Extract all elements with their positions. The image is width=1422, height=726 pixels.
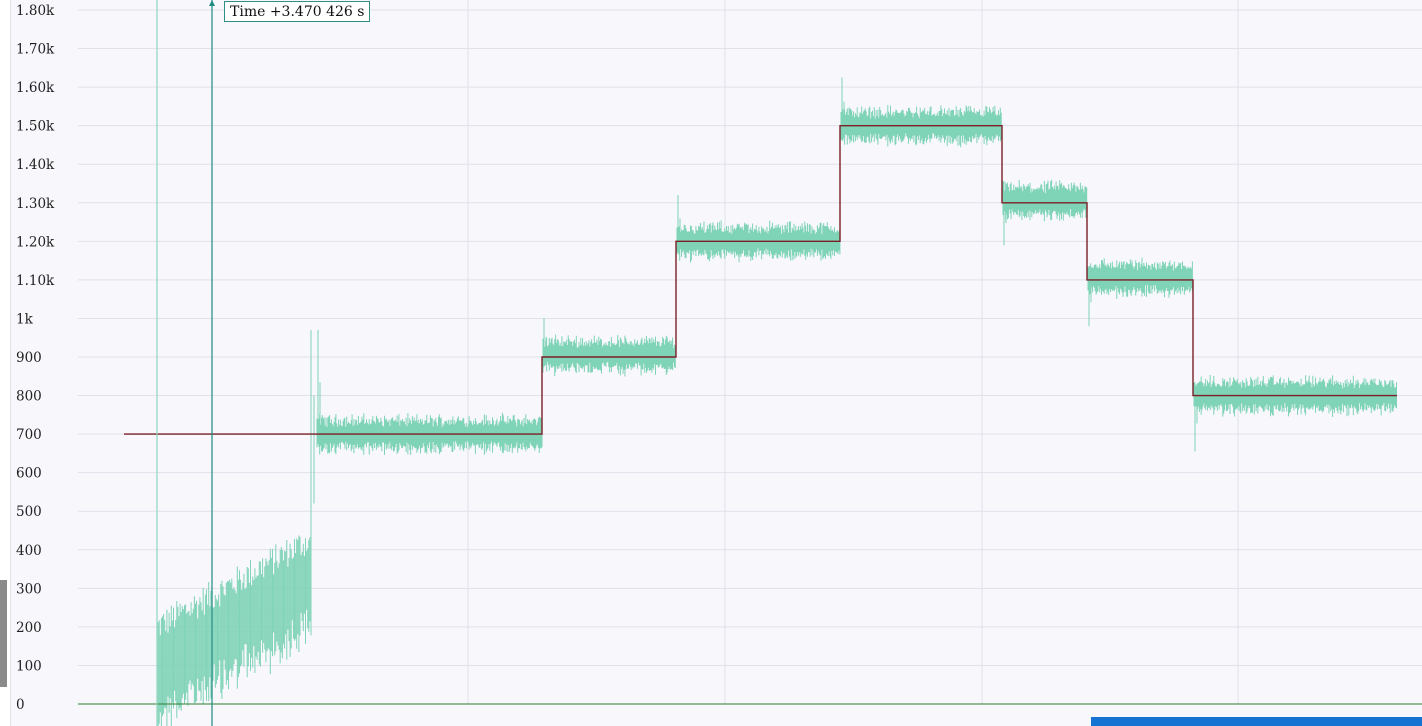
time-cursor-tooltip: Time +3.470 426 s <box>224 1 371 22</box>
y-tick-label: 1.20k <box>16 234 55 250</box>
y-tick-label: 1.10k <box>16 273 55 289</box>
y-tick-label: 1k <box>16 311 34 327</box>
y-tick-label: 800 <box>16 389 42 405</box>
y-tick-label: 200 <box>16 620 42 636</box>
vertical-scrollbar-thumb[interactable] <box>0 580 7 687</box>
setpoint-series <box>124 124 1397 435</box>
y-tick-label: 500 <box>16 504 42 520</box>
setpoint-line <box>124 124 1397 435</box>
y-tick-label: 1.80k <box>16 3 55 19</box>
y-tick-label: 100 <box>16 658 42 674</box>
y-tick-label: 400 <box>16 543 42 559</box>
bottom-docked-panel[interactable] <box>1091 717 1422 726</box>
y-tick-label: 700 <box>16 427 42 443</box>
y-tick-label: 1.30k <box>16 196 55 212</box>
left-gutter <box>0 0 11 726</box>
y-tick-label: 1.70k <box>16 42 55 58</box>
y-tick-label: 0 <box>16 697 25 713</box>
y-tick-label: 300 <box>16 581 42 597</box>
measured-signal-trace <box>156 77 1397 726</box>
measured-signal-series <box>156 77 1397 726</box>
y-tick-label: 1.60k <box>16 80 55 96</box>
y-tick-label: 600 <box>16 466 42 482</box>
y-tick-label: 900 <box>16 350 42 366</box>
cursor-handle-icon[interactable] <box>209 0 215 6</box>
y-tick-label: 1.40k <box>16 157 55 173</box>
y-tick-label: 1.50k <box>16 119 55 135</box>
y-axis-ticks: 0 100 200 300 400 500 600 700 800 900 1k 1.10k 1.20k… <box>16 3 55 713</box>
